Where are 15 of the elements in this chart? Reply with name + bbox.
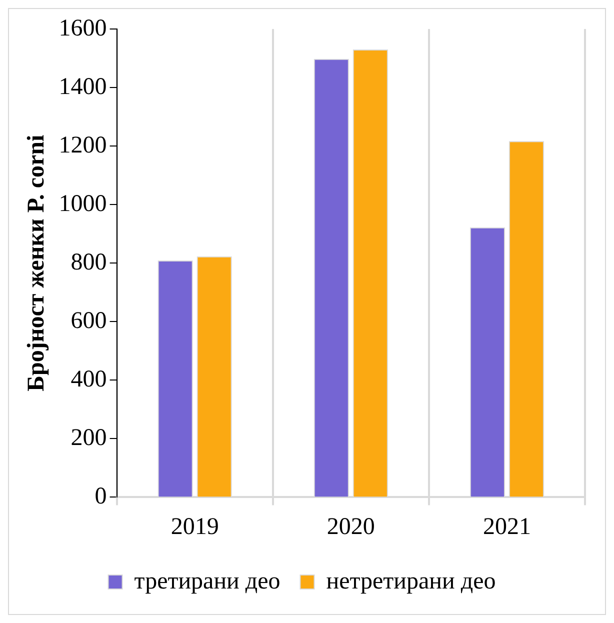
y-tick-label: 1000 <box>58 190 107 217</box>
y-tick-label: 400 <box>70 366 107 392</box>
y-tick-label: 200 <box>70 424 107 451</box>
y-tick-label: 1400 <box>58 74 107 100</box>
legend-label: нетретирани део <box>326 568 496 594</box>
y-axis-title: Бројност женки P. corni <box>24 134 50 392</box>
x-tick-label: 2021 <box>482 514 531 540</box>
legend-label: третирани део <box>134 568 280 594</box>
y-tick-label: 1200 <box>58 132 107 158</box>
x-tick-label: 2020 <box>326 514 375 540</box>
y-tick-label: 0 <box>94 483 107 510</box>
y-tick-label: 800 <box>70 249 107 276</box>
y-tick-label: 1600 <box>58 15 107 42</box>
y-tick-label: 600 <box>70 308 107 334</box>
x-tick-label: 2019 <box>170 514 219 540</box>
